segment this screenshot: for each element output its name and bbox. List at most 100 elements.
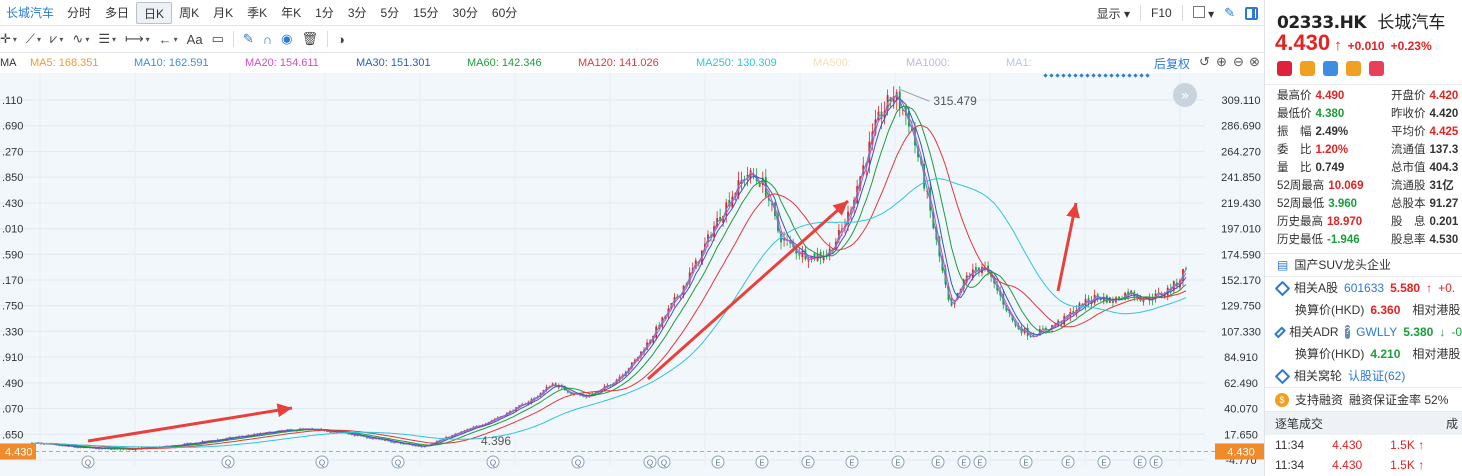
adr-change: -0 (1451, 325, 1462, 339)
candle-body (1099, 299, 1102, 301)
event-marker (391, 455, 405, 469)
visibility-toggle-icon[interactable]: ◑ (336, 31, 345, 47)
period-tab[interactable]: 分时 (67, 5, 92, 20)
heart-icon[interactable] (1369, 60, 1384, 76)
undo-icon[interactable]: ↺ (1199, 54, 1210, 69)
stat-value: 4.530 (1429, 234, 1459, 246)
event-marker-label: E (961, 459, 966, 468)
a-share-code[interactable]: 601633 (1344, 281, 1385, 295)
event-marker (845, 455, 859, 469)
period-tab[interactable]: 周K (179, 5, 200, 20)
adr-code[interactable]: GWLLY (1356, 325, 1398, 339)
period-tab[interactable]: 5分 (380, 5, 400, 20)
stock-tab[interactable]: 长城汽车 (6, 6, 55, 20)
divider (1265, 84, 1462, 85)
max-leader (899, 88, 930, 102)
marker-dot (1133, 73, 1138, 78)
channel-tool-icon[interactable]: ⩗ ▾ (50, 31, 64, 46)
min-price-label: 4.396 (481, 434, 511, 448)
text-tool-icon[interactable]: Aa (186, 31, 203, 47)
ma5-label: MA5: 168.351 (30, 57, 99, 69)
eye-icon[interactable]: ◉ (281, 31, 293, 46)
period-tab[interactable]: 30分 (452, 5, 478, 20)
warrant-row[interactable]: 相关窝轮 认股证(62) (1265, 365, 1462, 387)
marker-dot (1103, 73, 1108, 78)
fib-tool-icon[interactable]: ☰ ▾ (98, 31, 116, 46)
f10-button[interactable]: F10 (1151, 6, 1172, 20)
a-share-row[interactable]: 相关A股 601633 5.580 ↑ +0. (1265, 277, 1462, 299)
stat-item: 股 息 0.201 (1391, 213, 1462, 231)
y-tick-label-left: .750 (2, 301, 23, 313)
trash-icon[interactable]: 🗑 (301, 31, 318, 46)
kline-chart[interactable]: 309.110 286.690 264.270 241.850 219.430 197.0… (0, 73, 1264, 476)
trade-row: 11:34 4.430 1.5K ↑ (1265, 455, 1462, 475)
candle-body (347, 433, 350, 435)
current-price-label-right: 4.430 (1227, 446, 1255, 458)
comment-tool-icon[interactable]: ▭ (211, 31, 224, 46)
line-tool-icon[interactable]: ⟋ ▾ (25, 31, 42, 46)
double-chevron-icon: » (1181, 88, 1190, 104)
event-marker (801, 455, 815, 469)
period-tab[interactable]: 1分 (315, 5, 334, 20)
event-marker (1097, 455, 1111, 469)
event-marker-label: E (1101, 459, 1106, 468)
marker-dot (1121, 73, 1126, 78)
period-tab[interactable]: 15分 (413, 5, 439, 20)
y-tick-label: 40.070 (1224, 404, 1258, 416)
zoom-in-icon[interactable]: ⊕ (1216, 54, 1227, 69)
stat-item: 委 比 1.20% (1277, 141, 1391, 159)
stat-label: 52周最高 (1277, 180, 1325, 192)
stat-item: 最高价 4.490 (1277, 87, 1391, 105)
current-price-tag-right (1215, 443, 1264, 460)
stat-item: 量 比 0.749 (1277, 159, 1391, 177)
close-icon[interactable]: ⊗ (1249, 54, 1260, 69)
marker-dot (1127, 73, 1132, 78)
stat-item: 总市值 404.3 (1391, 159, 1462, 177)
candle-body (917, 149, 919, 158)
concept-row[interactable]: ▤ 国产SUV龙头企业 (1265, 253, 1462, 277)
eraser-icon[interactable]: ✎ (242, 31, 254, 46)
period-tab[interactable]: 月K (213, 5, 234, 20)
stat-label: 量 比 (1277, 162, 1312, 174)
period-tab[interactable]: 季K (247, 5, 268, 20)
hk-flag-icon[interactable] (1277, 60, 1292, 76)
candle-body (892, 96, 895, 103)
period-tab[interactable]: 3分 (347, 5, 367, 20)
side-panel-icon[interactable] (1245, 6, 1258, 20)
adr-row[interactable]: 相关ADR ? GWLLY 5.380 ↓ -0 (1265, 321, 1462, 343)
layout-toggle-icon[interactable]: ▾ (1192, 5, 1214, 21)
badge-icons (1265, 56, 1462, 80)
ma10-label: MA10: 162.591 (134, 57, 209, 69)
y-tick-label-left: .170 (2, 275, 23, 287)
flash-icon[interactable] (1300, 60, 1315, 76)
period-tab[interactable]: 多日 (105, 5, 130, 20)
trades-header[interactable]: 逐笔成交 成 (1265, 411, 1462, 435)
display-menu[interactable]: 显示 ▾ (1096, 6, 1131, 21)
up-arrow-icon: ↑ (1334, 37, 1342, 54)
candle-body (372, 438, 374, 440)
ma250-label: MA250: 130.309 (696, 57, 777, 69)
dollar-icon[interactable] (1346, 60, 1361, 76)
help-icon[interactable]: ? (1344, 325, 1351, 339)
candle-body (813, 253, 816, 260)
period-tab[interactable]: 60分 (491, 5, 518, 20)
kline-plot[interactable]: 309.110 286.690 264.270 241.850 219.430 197.0… (0, 73, 1264, 476)
zoom-out-icon[interactable]: ⊖ (1233, 54, 1244, 69)
pen-icon[interactable]: ✎ (1224, 5, 1235, 20)
tag-icon[interactable] (1323, 60, 1338, 76)
wave-tool-icon[interactable]: ∿ ▾ (72, 31, 90, 46)
period-tab[interactable]: 年K (281, 5, 302, 20)
stat-value: 4.490 (1315, 90, 1345, 102)
cursor-tool-icon[interactable]: ✛ ▾ (0, 31, 17, 46)
coin-icon: $ (1275, 392, 1289, 407)
candle-body (889, 97, 892, 101)
magnet-icon[interactable]: ∩ (262, 31, 273, 47)
arrow-tool-icon[interactable]: ← ▾ (158, 31, 178, 47)
period-tab[interactable]: 日K (136, 1, 173, 24)
event-marker (81, 455, 95, 469)
adjust-button[interactable]: 后复权 (1153, 57, 1190, 71)
y-tick-label-left: .690 (2, 121, 23, 133)
candle-body (783, 238, 785, 241)
range-tool-icon[interactable]: ⟼ ▾ (125, 31, 150, 46)
warrant-link[interactable]: 认股证(62) (1348, 369, 1406, 383)
